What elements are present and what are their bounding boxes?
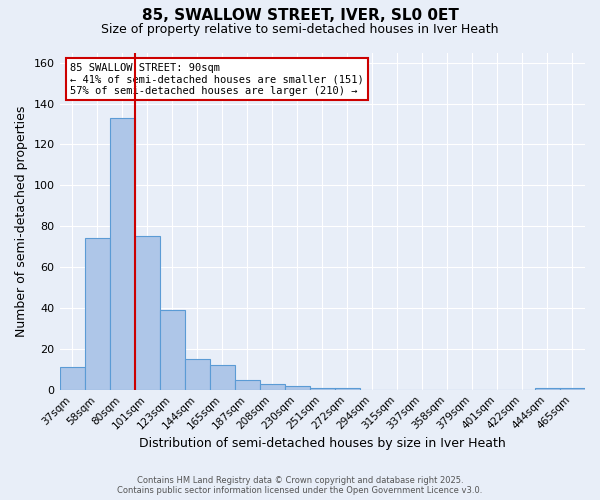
Bar xyxy=(335,388,360,390)
Bar xyxy=(160,310,185,390)
Bar xyxy=(85,238,110,390)
Y-axis label: Number of semi-detached properties: Number of semi-detached properties xyxy=(15,106,28,337)
Bar xyxy=(260,384,285,390)
Bar xyxy=(209,365,235,390)
Bar xyxy=(310,388,335,390)
X-axis label: Distribution of semi-detached houses by size in Iver Heath: Distribution of semi-detached houses by … xyxy=(139,437,506,450)
Text: 85, SWALLOW STREET, IVER, SL0 0ET: 85, SWALLOW STREET, IVER, SL0 0ET xyxy=(142,8,458,22)
Bar xyxy=(134,236,160,390)
Bar xyxy=(235,380,260,390)
Bar xyxy=(59,367,85,390)
Bar xyxy=(185,359,209,390)
Bar xyxy=(110,118,134,390)
Text: Contains HM Land Registry data © Crown copyright and database right 2025.
Contai: Contains HM Land Registry data © Crown c… xyxy=(118,476,482,495)
Text: 85 SWALLOW STREET: 90sqm
← 41% of semi-detached houses are smaller (151)
57% of : 85 SWALLOW STREET: 90sqm ← 41% of semi-d… xyxy=(70,62,364,96)
Text: Size of property relative to semi-detached houses in Iver Heath: Size of property relative to semi-detach… xyxy=(101,22,499,36)
Bar xyxy=(285,386,310,390)
Bar xyxy=(560,388,585,390)
Bar xyxy=(535,388,560,390)
